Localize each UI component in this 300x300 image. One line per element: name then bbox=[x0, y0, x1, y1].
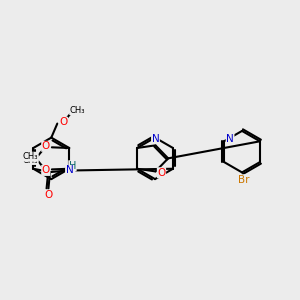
Text: N: N bbox=[226, 134, 234, 144]
Text: O: O bbox=[44, 190, 52, 200]
Text: O: O bbox=[158, 168, 166, 178]
Text: CH₃: CH₃ bbox=[70, 106, 85, 115]
Text: N: N bbox=[152, 134, 159, 144]
Text: CH₃: CH₃ bbox=[23, 152, 38, 161]
Text: O: O bbox=[42, 165, 50, 176]
Text: N: N bbox=[66, 165, 73, 176]
Text: CH₃: CH₃ bbox=[23, 155, 38, 164]
Text: H: H bbox=[69, 161, 76, 171]
Text: O: O bbox=[59, 117, 68, 127]
Text: O: O bbox=[42, 141, 50, 151]
Text: Br: Br bbox=[238, 175, 249, 185]
